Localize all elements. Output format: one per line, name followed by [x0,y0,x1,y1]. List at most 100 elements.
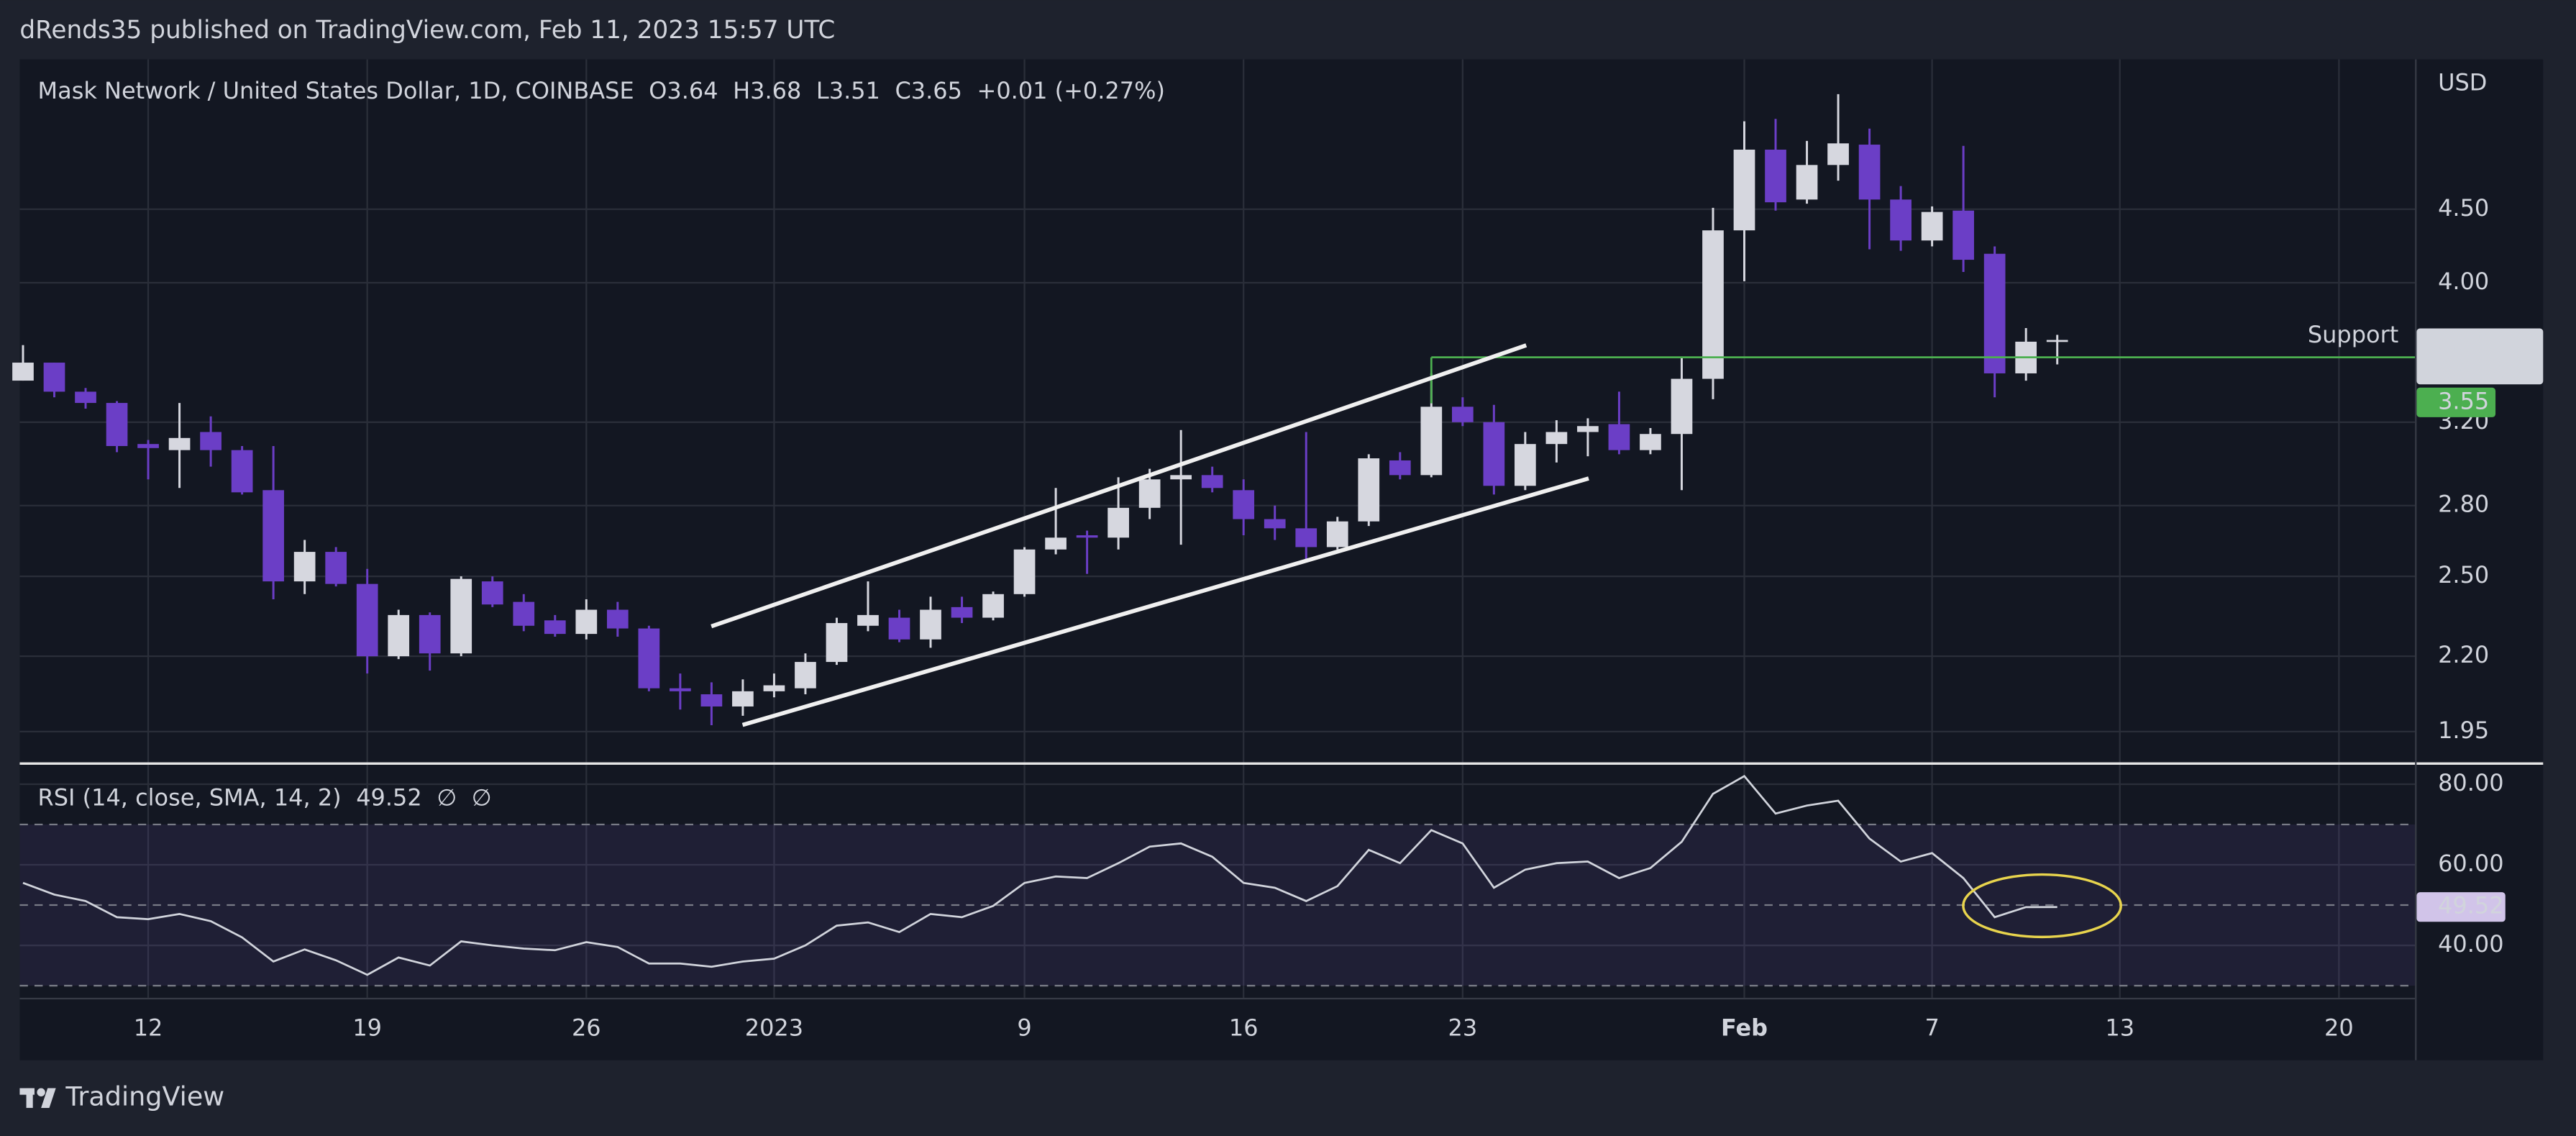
logo-part [41,1088,56,1108]
candle-body [1702,230,1724,379]
candle-body [1389,460,1411,476]
chart-background [19,59,2544,1060]
axis-label: USD [2438,69,2487,96]
ohlc-value: H3.68 [733,77,801,104]
candle-body [1138,479,1161,508]
labels: 12 19 26 2023 9 16 23 Feb 7 13 20 1.95 2.20 2.50 2.80 3… [134,194,2544,1041]
candle-body [888,617,910,640]
candle-body [481,581,503,605]
candle-body [12,363,34,381]
candle-body [732,691,754,706]
candle-body [75,391,96,404]
y-tick-label: 4.00 [2438,268,2489,295]
ohlc-value: L3.51 [816,77,880,104]
rsi-line [22,775,2057,976]
symbol-title: Mask Network / United States Dollar, 1D,… [38,77,634,104]
channel-upper-line [711,343,1527,629]
candle-body [1451,406,1474,422]
support-price-tag [2416,387,2496,417]
y-tick-label: 2.50 [2438,561,2489,589]
candle-body [137,444,159,448]
candle-body [513,601,535,626]
candle-body [1170,475,1192,480]
candle-body [544,620,566,635]
ohlc-value: +0.01 (+0.27%) [977,77,1165,104]
marks [12,94,2416,976]
rsi-title: RSI (14, close, SMA, 14, 2) [38,783,342,811]
candle-body [1796,165,1818,200]
grid [19,59,2416,998]
candle-body [1983,253,2006,373]
rsi-value: 49.52 [356,783,422,811]
y-tick-label: 1.95 [2438,717,2489,744]
candle-body [200,432,221,450]
candle-body [325,552,347,584]
x-tick-label: 16 [1229,1014,1259,1041]
x-tick-label: 20 [2324,1014,2354,1041]
candle-body [1733,150,1755,231]
x-tick-label: 13 [2105,1014,2134,1041]
candle-body [1483,422,1505,486]
support-label: Support [2308,321,2398,348]
x-tick-label: 26 [572,1014,601,1041]
rsi-tick-label: 60.00 [2438,850,2504,877]
candle-body [606,609,629,629]
candle-body [1013,549,1036,594]
footer-brand: TradingView [65,1081,224,1112]
x-tick-label: 7 [1924,1014,1939,1041]
last-price-label: 3.65 [2438,328,2489,355]
candle-body [670,688,691,691]
candle-body [951,606,973,618]
candle-body [1921,212,1943,241]
x-tick-label: Feb [1721,1014,1768,1041]
ohlc-value: O3.64 [649,77,718,104]
candle-body [293,552,316,582]
candle-body [356,583,378,657]
candle-body [168,437,191,450]
candle-body [920,609,941,640]
candle-body [1858,145,1881,200]
x-tick-label: 23 [1448,1014,1477,1041]
rsi-tick-label: 40.00 [2438,930,2504,958]
candle-body [763,685,785,691]
channel-lower-line [741,476,1589,727]
candle-body [638,628,660,689]
x-tick-label: 19 [352,1014,382,1041]
support-price-label: 3.55 [2438,387,2489,414]
candle-body [857,614,879,626]
countdown-label: 08:02:22 [2438,356,2541,383]
candle-body [1640,434,1661,450]
rsi-highlight-ellipse [1962,873,2122,939]
candle-body [1107,507,1129,538]
last-price-tag [2416,328,2544,385]
ohlc-value: C3.65 [895,77,962,104]
candle-body [1515,444,1536,486]
candle-body [1326,521,1348,547]
candle-body [231,450,253,493]
x-tick-label: 2023 [745,1014,803,1041]
rsi-value-tag-label: 49.52 [2438,892,2504,919]
candle-body [1827,143,1849,165]
rsi-extra: ∅ [437,783,457,811]
candle-body [1671,378,1693,435]
rsi-legend: RSI (14, close, SMA, 14, 2) 49.52 ∅ ∅ [38,783,492,811]
candle-body [106,403,128,446]
publisher-line: dRends35 published on TradingView.com, F… [19,16,835,45]
candle-body [450,578,472,654]
candle-body [419,614,441,654]
rsi-band [19,823,2416,987]
candle-body [700,694,723,706]
candle-body [1264,519,1286,529]
y-tick-label: 2.80 [2438,491,2489,518]
candle-body [1765,150,1786,203]
candle-body [262,490,284,582]
rsi-value-tag [2416,892,2506,922]
candle-body [1045,537,1067,550]
candle-body [1233,490,1255,519]
candle-body [1577,426,1599,432]
candle-body [795,662,816,689]
candle-body [1295,528,1317,547]
x-tick-label: 12 [134,1014,163,1041]
rsi-extra: ∅ [472,783,492,811]
symbol-legend: Mask Network / United States Dollar, 1D,… [38,77,1165,104]
